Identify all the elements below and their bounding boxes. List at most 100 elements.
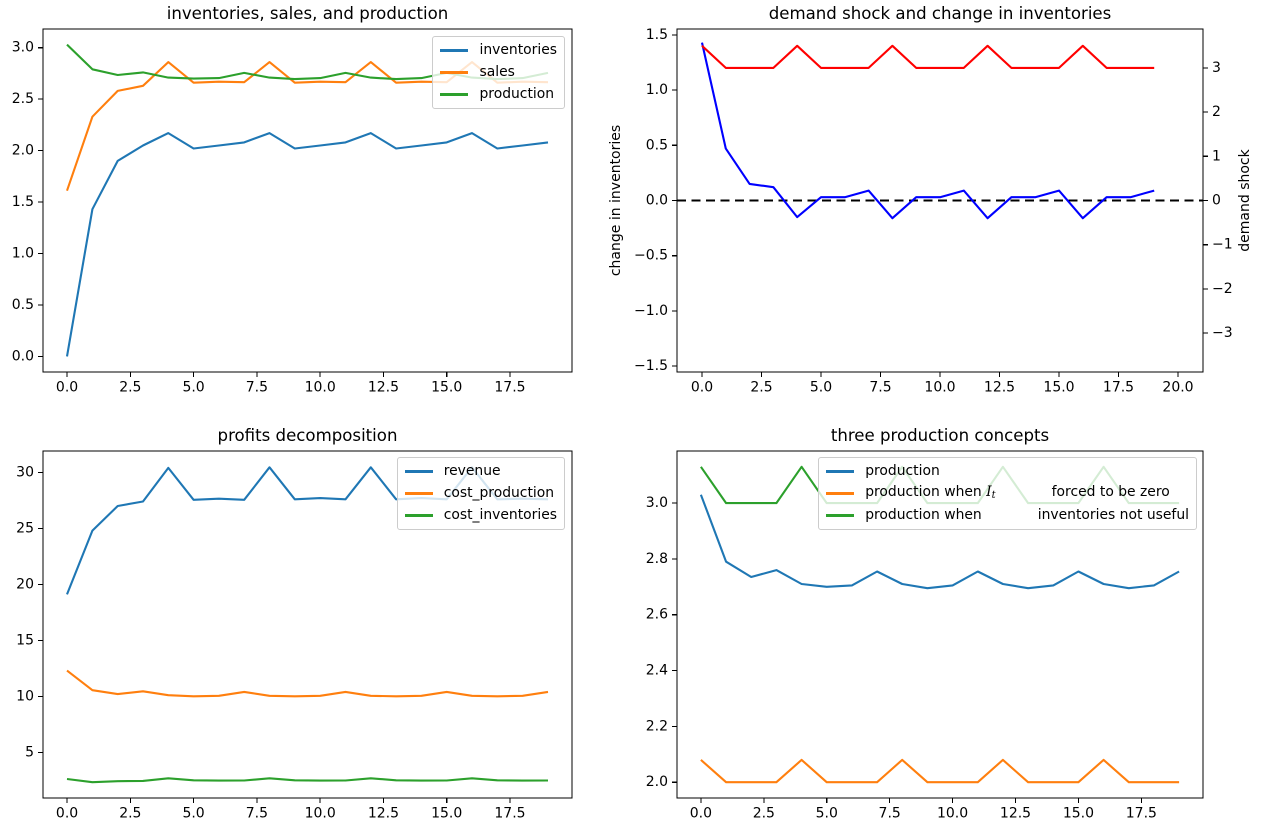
y-tick-label: −1.5 [634,358,668,374]
x-tick-label: 0.0 [56,380,78,396]
y-tick-label: 1.0 [12,245,34,261]
x-tick-label: 17.5 [1126,806,1157,822]
y-tick-label: −0.5 [634,248,668,264]
y-tick-label: 30 [16,464,34,480]
x-tick-label: 17.5 [1103,380,1134,396]
y-tick-label: 2.0 [12,143,34,159]
y-tick-label: 20 [16,576,34,592]
legend-line-swatch [826,470,855,473]
legend-label-text: cost_inventories [443,507,557,523]
y-tick-label: 2.5 [12,91,34,107]
legend-line-swatch [404,470,433,473]
legend-line-swatch [404,514,433,517]
axes-frame [42,450,573,799]
x-tick-label: 15.0 [1063,806,1094,822]
legend-item: production when inventories not useful [826,507,1189,524]
x-tick-label: 7.5 [869,380,891,396]
y-axis-label-right: demand shock [1237,148,1253,251]
y2-tick-label: 3 [1212,60,1221,76]
y-tick-label: 2.0 [646,774,668,790]
y2-tick-label: −1 [1212,237,1233,253]
legend-label-gap [996,495,1052,496]
x-tick-label: 2.5 [119,380,141,396]
chart-title-three-production-concepts: three production concepts [830,426,1050,445]
legend-line-swatch [404,492,433,495]
legend-label-text: sales [479,64,515,80]
legend-label: inventories [479,42,557,59]
series-line-production-when-i-t-forced-to-be-zero [700,758,1180,784]
y-tick-label: 1.5 [12,194,34,210]
series-line-change-in-inventories [700,42,1155,220]
legend-label-gap [982,518,1038,519]
legend-label-text: inventories not useful [1037,507,1189,523]
y-tick-label: 15 [16,632,34,648]
legend-three-production-concepts: production production when It forced to be… [818,457,1197,530]
x-tick-label: 0.0 [691,380,713,396]
legend-label-text: t [991,489,996,501]
legend-label: sales [479,64,514,81]
chart-title-inventories-sales-production: inventories, sales, and production [166,4,449,23]
x-tick-label: 15.0 [431,806,462,822]
legend-item: production when It forced to be zero [826,484,1189,504]
x-tick-label: 2.5 [753,806,775,822]
x-tick-label: 10.0 [924,380,955,396]
legend-label: revenue [444,463,501,480]
chart-title-demand-shock: demand shock and change in inventories [768,4,1112,23]
chart-title-profits-decomposition: profits decomposition [217,426,398,445]
y-tick-label: 2.6 [646,607,668,623]
x-tick-label: 10.0 [937,806,968,822]
y-tick-label: −1.0 [634,303,668,319]
x-tick-label: 7.5 [246,380,268,396]
series-line-production [699,494,1180,590]
legend-line-swatch [440,71,469,74]
x-tick-label: 5.0 [816,806,838,822]
legend-label: cost_production [444,485,554,502]
legend-label-text: production when [865,483,987,500]
y-tick-label: 0.5 [646,137,668,153]
y-tick-label: 0.5 [12,297,34,313]
legend-profits-decomposition: revenue cost_production cost_inventories [396,457,565,530]
legend-line-swatch [440,49,469,52]
legend-label-text: inventories [479,42,557,58]
x-tick-label: 10.0 [305,806,336,822]
series-line-cost-inventories [66,777,549,784]
series-line-cost-production [66,669,549,698]
legend-label-text: revenue [443,463,501,479]
y-tick-label: 2.8 [646,551,668,567]
legend-label: production [479,86,554,103]
x-tick-label: 5.0 [182,380,204,396]
legend-label-text: I [986,483,992,500]
y-tick-label: 10 [16,688,34,704]
x-tick-label: 2.5 [119,806,141,822]
x-tick-label: 7.5 [246,806,268,822]
series-line-inventories [65,132,549,357]
y2-tick-label: 2 [1212,104,1221,120]
axes-frame [42,28,573,373]
x-tick-label: 17.5 [494,380,525,396]
legend-line-swatch [826,492,855,495]
x-tick-label: 12.5 [368,380,399,396]
y-axis-label-left: change in inventories [608,125,624,276]
legend-item: production [440,86,557,103]
legend-item: cost_production [404,485,557,502]
y-tick-label: 2.4 [646,663,668,679]
x-tick-label: 5.0 [182,806,204,822]
legend-item: cost_inventories [404,507,557,524]
x-tick-label: 12.5 [984,380,1015,396]
y2-tick-label: 1 [1212,148,1221,164]
y-tick-label: 1.0 [646,82,668,98]
legend-line-swatch [826,514,855,517]
legend-label: production when It forced to be zero [865,484,1170,504]
x-tick-label: 17.5 [494,806,525,822]
y-tick-label: 2.2 [646,718,668,734]
legend-label: production when inventories not useful [865,507,1189,524]
x-tick-label: 2.5 [750,380,772,396]
y-tick-label: 0.0 [12,348,34,364]
legend-item: inventories [440,42,557,59]
x-tick-label: 20.0 [1162,380,1193,396]
y2-tick-label: −3 [1212,325,1233,341]
y-tick-label: 3.0 [646,495,668,511]
legend-label-text: cost_production [443,485,555,501]
x-tick-label: 15.0 [1043,380,1074,396]
